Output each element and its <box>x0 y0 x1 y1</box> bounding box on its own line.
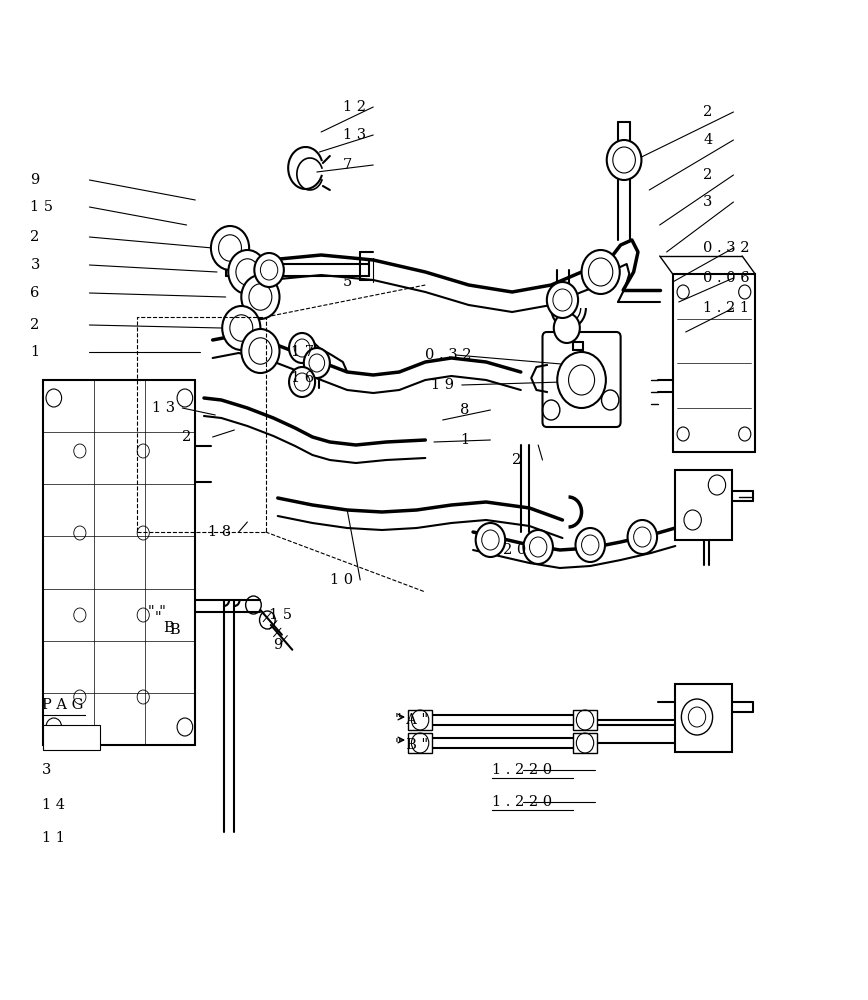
Text: 3: 3 <box>42 763 51 777</box>
Circle shape <box>236 259 259 285</box>
Text: 0 . 3 2: 0 . 3 2 <box>425 348 472 362</box>
Text: 9: 9 <box>273 638 283 652</box>
Text: 3: 3 <box>30 258 40 272</box>
Text: 9: 9 <box>30 173 40 187</box>
Circle shape <box>219 235 241 261</box>
Text: 1 8: 1 8 <box>208 525 232 539</box>
Text: " A ": " A " <box>395 713 428 727</box>
Bar <box>137 317 266 532</box>
Circle shape <box>582 250 620 294</box>
Text: 3: 3 <box>703 195 713 209</box>
Bar <box>573 733 597 753</box>
Text: 7: 7 <box>343 158 352 172</box>
Circle shape <box>589 258 613 286</box>
Text: 2: 2 <box>30 230 40 244</box>
Circle shape <box>294 339 310 357</box>
Bar <box>408 733 432 753</box>
Circle shape <box>575 528 605 562</box>
Circle shape <box>249 284 272 310</box>
Circle shape <box>607 140 641 180</box>
Text: 1 1: 1 1 <box>42 831 64 845</box>
Text: 2: 2 <box>182 430 192 444</box>
Text: 0 . 3 2: 0 . 3 2 <box>703 241 750 255</box>
Text: 6: 6 <box>30 286 40 300</box>
Text: 4: 4 <box>703 133 713 147</box>
Text: 5: 5 <box>343 275 352 289</box>
Circle shape <box>241 329 279 373</box>
Text: 2 0: 2 0 <box>503 543 527 557</box>
Text: 2: 2 <box>30 318 40 332</box>
Circle shape <box>547 282 578 318</box>
Text: 1 7: 1 7 <box>291 345 313 359</box>
Circle shape <box>309 354 325 372</box>
Bar <box>573 710 597 730</box>
Circle shape <box>241 275 279 319</box>
FancyBboxPatch shape <box>542 332 621 427</box>
Circle shape <box>688 707 706 727</box>
Text: 0 . 0 6: 0 . 0 6 <box>703 271 750 285</box>
Text: 1: 1 <box>30 345 40 359</box>
Circle shape <box>289 367 315 397</box>
Bar <box>43 380 195 745</box>
Text: 1 . 2 1: 1 . 2 1 <box>703 301 749 315</box>
Circle shape <box>482 530 499 550</box>
Text: B: B <box>163 621 174 635</box>
Text: " ": " " <box>148 605 166 619</box>
Circle shape <box>222 306 260 350</box>
Circle shape <box>249 338 272 364</box>
Circle shape <box>628 520 657 554</box>
Circle shape <box>569 365 595 395</box>
Text: " B ": " B " <box>395 738 428 752</box>
Text: 1 3: 1 3 <box>152 401 175 415</box>
Circle shape <box>634 527 651 547</box>
Text: 1 3: 1 3 <box>343 128 366 142</box>
Circle shape <box>476 523 505 557</box>
Text: 1: 1 <box>460 433 470 447</box>
Text: 1 0: 1 0 <box>330 573 353 587</box>
Circle shape <box>557 352 606 408</box>
Text: 1 5: 1 5 <box>269 608 292 622</box>
Circle shape <box>553 289 572 311</box>
Text: 8: 8 <box>460 403 470 417</box>
Circle shape <box>613 147 635 173</box>
Text: 2: 2 <box>703 168 713 182</box>
Bar <box>673 274 755 452</box>
Circle shape <box>681 699 713 735</box>
Text: B: B <box>169 623 180 637</box>
Text: 1 9: 1 9 <box>431 378 454 392</box>
Bar <box>43 725 100 750</box>
Text: ": " <box>155 611 161 625</box>
Text: 1 2: 1 2 <box>343 100 365 114</box>
Circle shape <box>294 373 310 391</box>
Text: 2: 2 <box>703 105 713 119</box>
Circle shape <box>582 535 599 555</box>
Circle shape <box>554 313 580 343</box>
Text: 1 5: 1 5 <box>30 200 53 214</box>
Circle shape <box>211 226 249 270</box>
Circle shape <box>529 537 547 557</box>
Circle shape <box>523 530 553 564</box>
Text: 1 6: 1 6 <box>291 371 314 385</box>
Circle shape <box>289 333 315 363</box>
Text: 1 . 2 2 0: 1 . 2 2 0 <box>492 763 552 777</box>
Bar <box>408 710 432 730</box>
Bar <box>675 470 732 540</box>
Text: P A G: P A G <box>42 698 83 712</box>
Circle shape <box>230 315 253 341</box>
Text: 1 4: 1 4 <box>42 798 64 812</box>
Circle shape <box>260 260 278 280</box>
Bar <box>675 684 732 752</box>
Circle shape <box>304 348 330 378</box>
Circle shape <box>228 250 266 294</box>
Text: 1 . 2 2 0: 1 . 2 2 0 <box>492 795 552 809</box>
Text: 2: 2 <box>512 453 522 467</box>
Circle shape <box>254 253 284 287</box>
